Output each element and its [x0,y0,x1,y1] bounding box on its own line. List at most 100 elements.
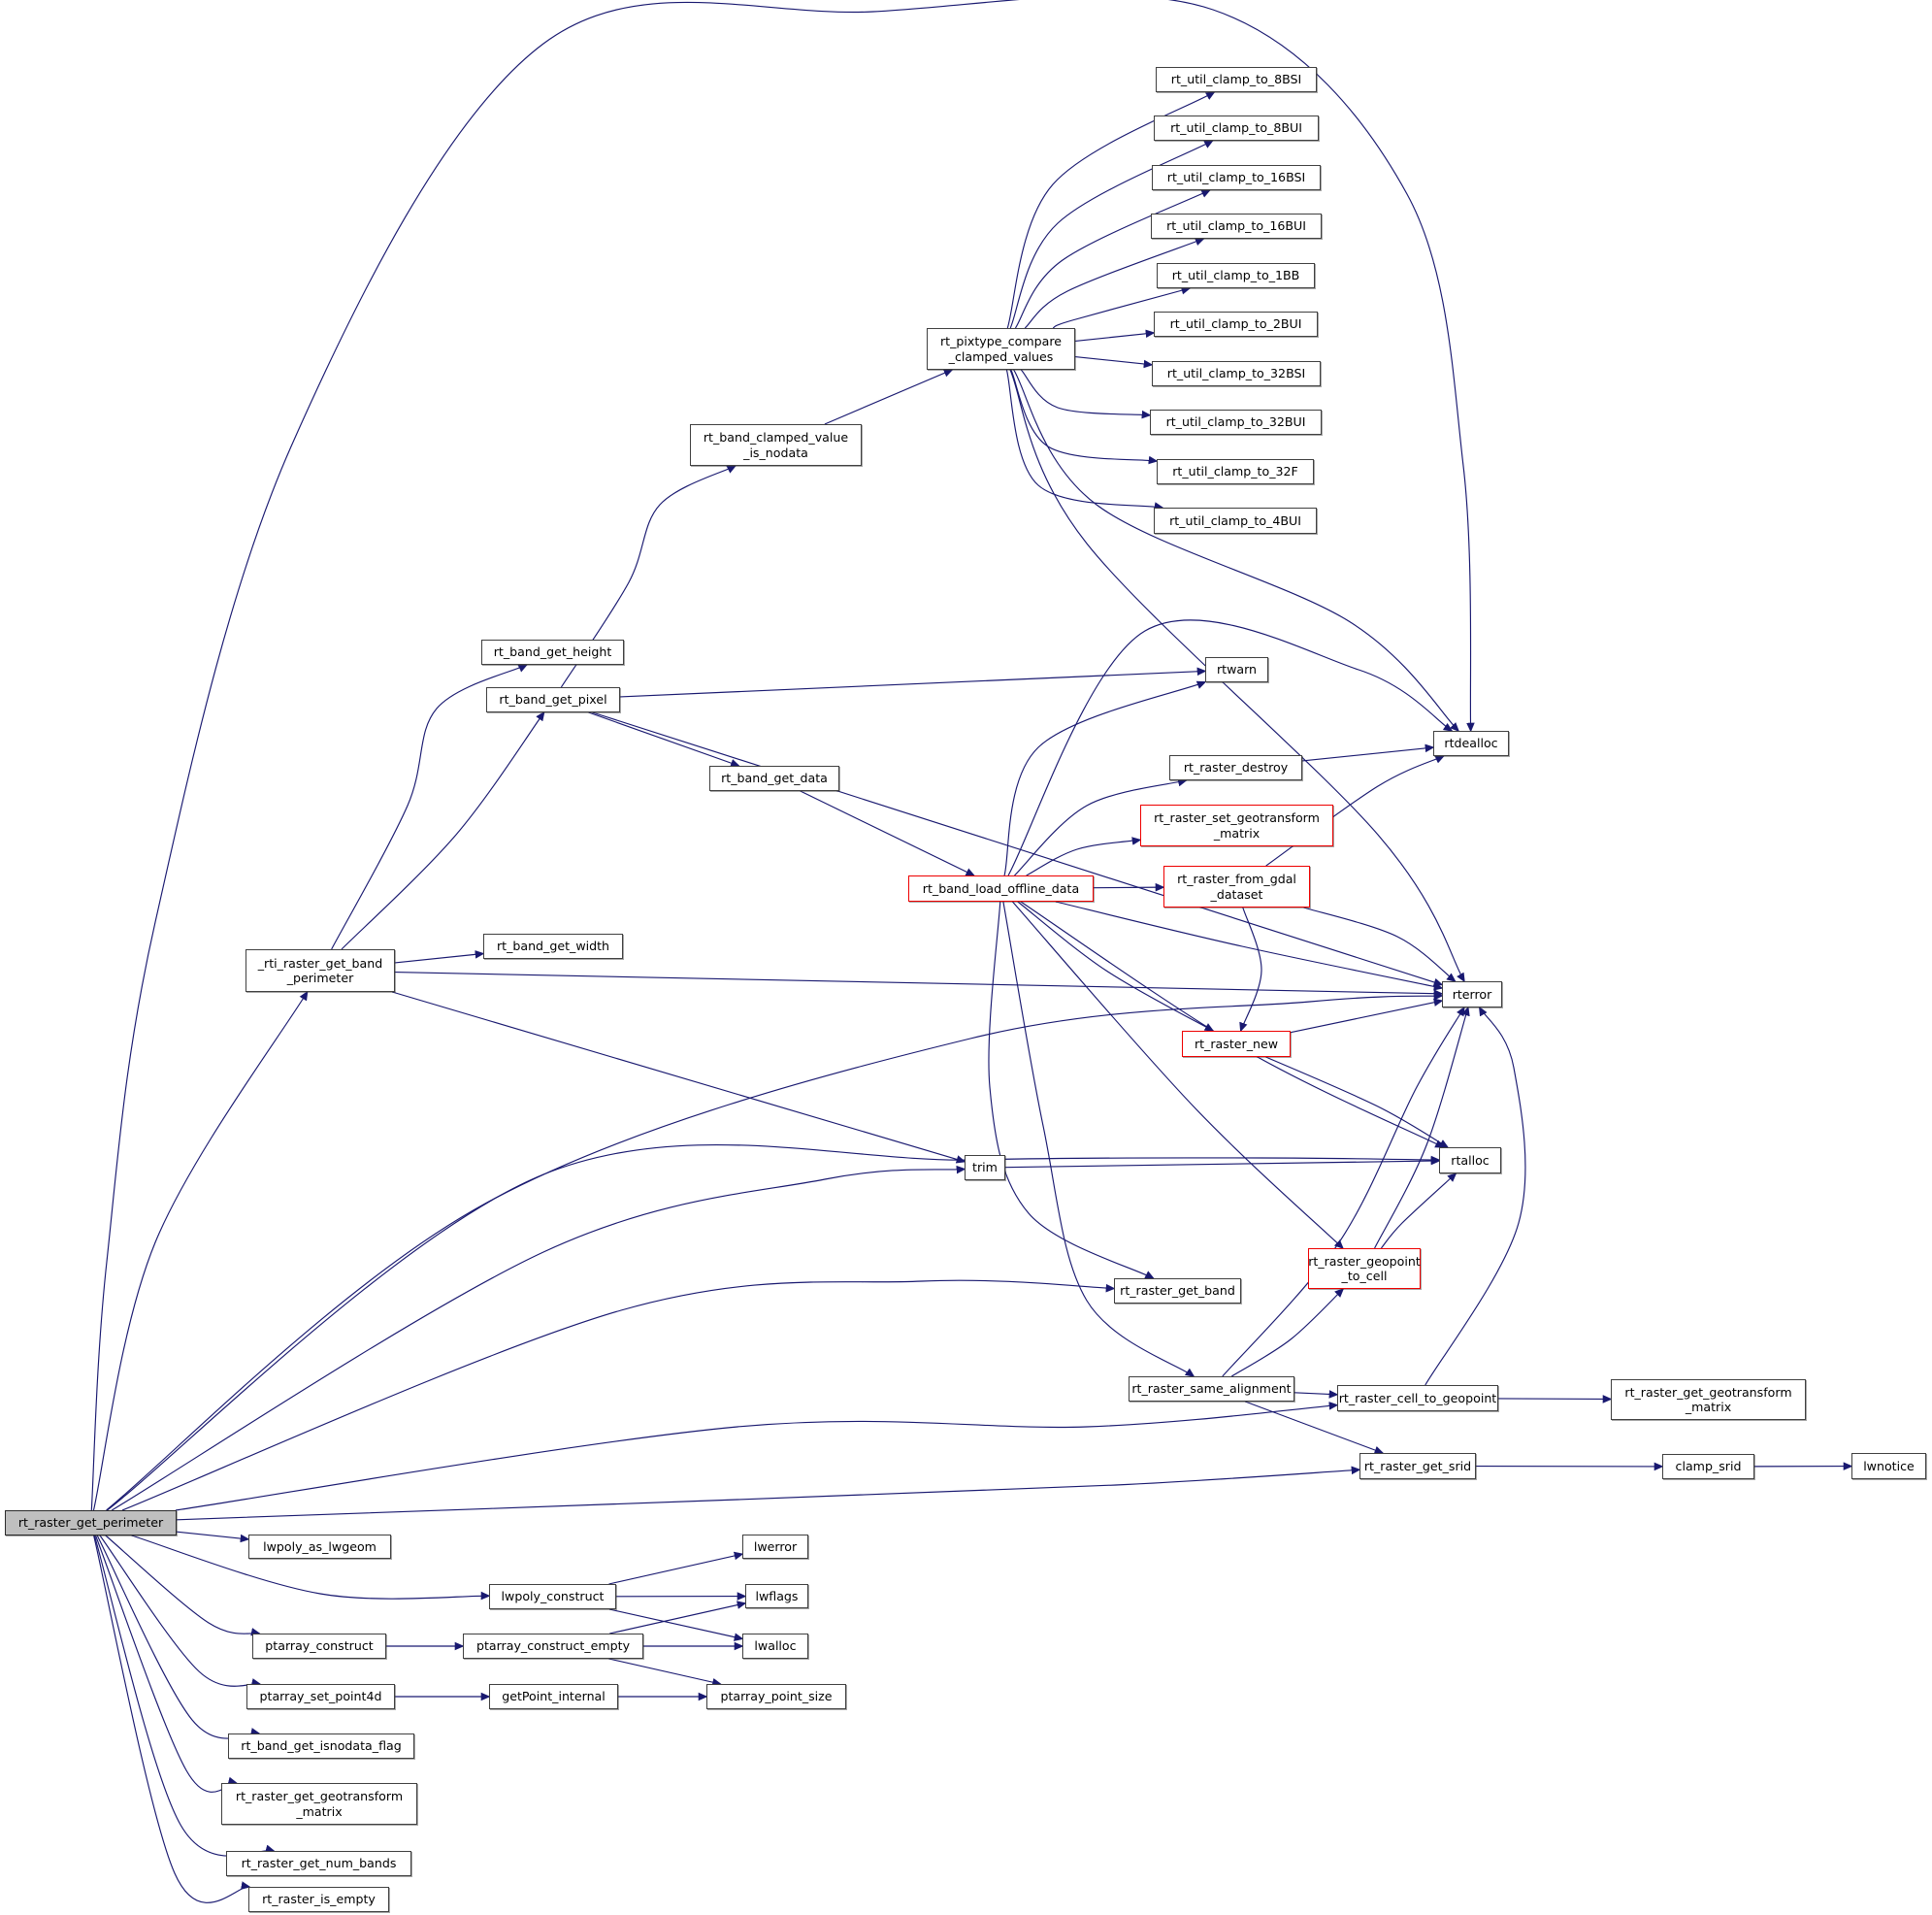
graph-node-get_isnodata_flag[interactable]: rt_band_get_isnodata_flag [228,1733,414,1759]
graph-node-clamp_2bui[interactable]: rt_util_clamp_to_2BUI [1154,312,1318,337]
graph-node-clamp_srid[interactable]: clamp_srid [1662,1454,1754,1479]
graph-node-pixtype_compare[interactable]: rt_pixtype_compare _clamped_values [927,328,1075,370]
graph-node-label: rt_raster_get_geotransform [1624,1384,1792,1400]
call-edge-band_pixel-to-rtwarn [619,667,1207,698]
call-edge-load_offline-to-from_gdal [1093,882,1165,892]
graph-node-label: _clamped_values [948,348,1054,364]
graph-node-label: rterror [1452,986,1492,1002]
graph-node-get_geotransform_bl[interactable]: rt_raster_get_geotransform _matrix [221,1783,417,1825]
graph-node-label: lwalloc [754,1638,797,1654]
graph-node-label: lwerror [753,1538,798,1554]
graph-node-label: rt_band_load_offline_data [922,880,1080,896]
call-edge-pixtype_compare-to-clamp_8bsi [1006,91,1216,329]
graph-node-label: rt_raster_is_empty [262,1892,376,1907]
graph-node-rtdealloc[interactable]: rtdealloc [1433,731,1509,756]
graph-node-label: rtwarn [1216,662,1258,677]
graph-node-clamp_16bui[interactable]: rt_util_clamp_to_16BUI [1151,214,1322,239]
graph-node-band_width[interactable]: rt_band_get_width [483,934,623,959]
graph-node-label: _to_cell [1341,1269,1388,1283]
graph-node-ptarray_construct[interactable]: ptarray_construct [252,1634,386,1659]
graph-node-rti_perimeter[interactable]: _rti_raster_get_band _perimeter [246,949,395,992]
call-edge-pixtype_compare-to-clamp_4bui [1005,369,1164,511]
call-edge-rti_perimeter-to-trim [392,991,966,1164]
graph-node-label: _dataset [1210,886,1263,902]
graph-node-lwnotice[interactable]: lwnotice [1851,1453,1926,1479]
graph-node-label: rt_raster_geopoint [1308,1253,1421,1269]
graph-node-get_geotransform_r[interactable]: rt_raster_get_geotransform _matrix [1611,1379,1806,1420]
call-edge-cell_to_geopoint-to-get_geotransform_r [1497,1395,1613,1403]
graph-node-clamp_1bb[interactable]: rt_util_clamp_to_1BB [1157,263,1315,288]
graph-node-clamp_32bsi[interactable]: rt_util_clamp_to_32BSI [1152,361,1321,386]
graph-node-clamp_4bui[interactable]: rt_util_clamp_to_4BUI [1154,508,1317,534]
call-edge-main-to-rterror [106,991,1444,1511]
graph-node-from_gdal[interactable]: rt_raster_from_gdal _dataset [1163,866,1310,908]
call-edge-load_offline-to-rtdealloc [1007,619,1454,876]
graph-node-band_data[interactable]: rt_band_get_data [709,766,839,791]
graph-node-main[interactable]: rt_raster_get_perimeter [5,1510,177,1535]
call-edge-load_offline-to-rtwarn [1003,680,1207,876]
graph-node-ptarray_set_point4d[interactable]: ptarray_set_point4d [246,1684,395,1709]
graph-node-get_band[interactable]: rt_raster_get_band [1114,1278,1241,1304]
graph-node-lwerror[interactable]: lwerror [742,1535,808,1559]
call-edge-cell_to_geopoint-to-rterror [1424,1006,1526,1386]
call-edge-main-to-ptarray_set_point4d [99,1535,262,1687]
graph-node-lwpoly_construct[interactable]: lwpoly_construct [489,1584,616,1609]
call-edge-load_offline-to-rterror [1055,901,1444,991]
graph-node-band_height[interactable]: rt_band_get_height [481,640,624,665]
graph-node-rtwarn[interactable]: rtwarn [1205,657,1268,682]
graph-node-label: rt_util_clamp_to_4BUI [1169,512,1301,528]
call-edge-geopoint_to_cell-to-rterror [1374,1006,1470,1249]
graph-node-clamp_32f[interactable]: rt_util_clamp_to_32F [1157,459,1314,484]
graph-node-clamp_16bsi[interactable]: rt_util_clamp_to_16BSI [1152,165,1321,190]
graph-node-label: lwflags [755,1588,799,1603]
graph-node-ptarray_point_size[interactable]: ptarray_point_size [706,1684,846,1709]
graph-node-rtalloc[interactable]: rtalloc [1439,1147,1501,1173]
graph-node-clamp_32bui[interactable]: rt_util_clamp_to_32BUI [1150,410,1322,435]
graph-node-set_geotransform[interactable]: rt_raster_set_geotransform _matrix [1140,805,1333,846]
graph-node-label: _matrix [1213,825,1261,841]
graph-node-label: rt_util_clamp_to_32F [1172,464,1298,479]
graph-node-label: rt_util_clamp_to_32BUI [1165,414,1306,430]
graph-node-lwpoly_as_lwgeom[interactable]: lwpoly_as_lwgeom [248,1535,391,1559]
graph-node-lwflags[interactable]: lwflags [745,1584,808,1608]
call-edge-pixtype_compare-to-clamp_16bsi [1014,189,1211,329]
graph-node-trim[interactable]: trim [965,1155,1005,1180]
graph-node-label: rt_raster_destroy [1183,760,1289,776]
call-edge-pixtype_compare-to-clamp_32bui [1020,369,1152,419]
call-edge-main-to-get_band [121,1279,1116,1511]
graph-node-raster_new[interactable]: rt_raster_new [1182,1031,1291,1057]
graph-node-load_offline[interactable]: rt_band_load_offline_data [908,875,1094,902]
graph-node-rterror[interactable]: rterror [1442,981,1502,1007]
graph-node-get_num_bands[interactable]: rt_raster_get_num_bands [226,1851,411,1876]
graph-node-band_pixel[interactable]: rt_band_get_pixel [486,687,620,712]
graph-node-getpoint_internal[interactable]: getPoint_internal [489,1684,618,1709]
call-edge-band_pixel-to-band_data [588,711,740,768]
graph-node-get_srid[interactable]: rt_raster_get_srid [1359,1453,1476,1479]
graph-node-clamped_nodata[interactable]: rt_band_clamped_value _is_nodata [690,424,862,466]
graph-node-label: rt_util_clamp_to_16BSI [1166,170,1306,185]
graph-node-label: rtdealloc [1444,736,1498,751]
graph-node-label: rt_raster_get_num_bands [241,1856,397,1871]
graph-node-raster_destroy[interactable]: rt_raster_destroy [1169,755,1302,780]
call-edge-band_pixel-to-rterror [592,711,1444,987]
graph-node-lwalloc[interactable]: lwalloc [742,1634,808,1659]
call-edge-clamped_nodata-to-pixtype_compare [824,369,954,425]
graph-node-label: rt_util_clamp_to_32BSI [1166,366,1306,381]
call-edge-ptarray_construct_empty-to-ptarray_point_size [608,1658,722,1687]
graph-node-same_alignment[interactable]: rt_raster_same_alignment [1129,1376,1294,1402]
graph-node-ptarray_construct_empty[interactable]: ptarray_construct_empty [463,1634,643,1659]
graph-node-clamp_8bui[interactable]: rt_util_clamp_to_8BUI [1154,116,1319,141]
call-edge-main-to-trim [111,1165,966,1511]
call-edge-load_offline-to-raster_destroy [1014,777,1188,876]
call-edge-from_gdal-to-rterror [1303,907,1457,982]
graph-node-label: rt_raster_from_gdal [1177,872,1296,887]
graph-node-label: rt_band_get_height [493,644,612,660]
graph-node-geopoint_to_cell[interactable]: rt_raster_geopoint _to_cell [1308,1248,1421,1289]
graph-node-is_empty[interactable]: rt_raster_is_empty [248,1887,389,1912]
graph-node-label: rt_band_get_width [496,939,610,954]
graph-node-clamp_8bsi[interactable]: rt_util_clamp_to_8BSI [1156,67,1317,92]
graph-node-cell_to_geopoint[interactable]: rt_raster_cell_to_geopoint [1337,1385,1498,1411]
call-edge-raster_new-to-rtalloc [1265,1056,1450,1148]
